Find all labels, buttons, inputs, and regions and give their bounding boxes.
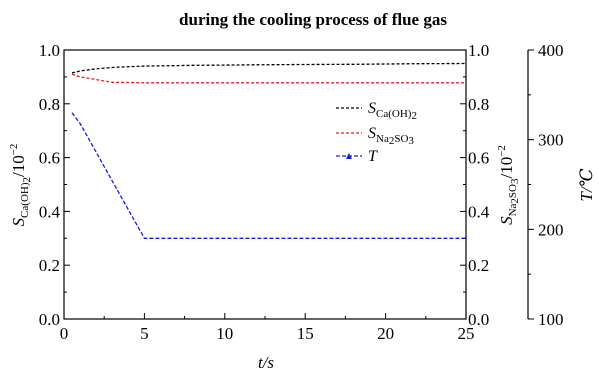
outer-right-y-axis-label: T/℃ [577, 168, 596, 201]
inner-right-y-label-tail: /10 [497, 157, 516, 179]
inner-right-y-label-sub2: 2 [509, 198, 521, 204]
outer-right-y-tick-label: 400 [538, 41, 564, 60]
inner-right-y-label-sub4: 3 [509, 178, 521, 184]
inner-right-y-label-sub: Na [507, 203, 519, 216]
x-tick-label: 25 [458, 324, 475, 343]
left-y-label-tail: /10 [9, 155, 28, 177]
legend-s-na2so3-subsub2: 3 [408, 135, 414, 147]
inner-right-y-label-sup: −2 [496, 145, 508, 157]
outer-right-y-tick-label: 300 [538, 131, 564, 150]
plot-frame [63, 49, 467, 320]
left-y-tick-label: 0.6 [39, 149, 60, 168]
left-y-label-sub: Ca(OH) [19, 182, 31, 218]
inner-right-y-tick-label: 0.0 [468, 310, 489, 329]
legend-s-caoh2-main: S [368, 100, 376, 117]
legend-s-caoh2-sub: Ca(OH) [376, 108, 412, 120]
left-y-tick-label: 0.2 [39, 256, 60, 275]
legend-label-t: T [368, 148, 378, 165]
ticks-layer: 0 5 10 15 20 250.00.20.40.60.81.00.00.20.40.6… [39, 41, 564, 343]
legend-label-s-na2so3: SNa2SO3 [368, 125, 414, 147]
left-y-label-main: S [9, 217, 28, 226]
x-tick-label: 5 [140, 324, 149, 343]
series-line-0 [71, 62, 467, 74]
legend-s-caoh2-subsub: 2 [411, 110, 417, 122]
x-axis-label: t/s [258, 353, 274, 372]
inner-right-y-tick-label: 0.6 [468, 149, 489, 168]
left-y-tick-label: 0.8 [39, 95, 60, 114]
legend: SCa(OH)2 SNa2SO3 T [336, 100, 417, 165]
x-tick-label: 10 [216, 324, 233, 343]
inner-right-y-tick-label: 0.2 [468, 256, 489, 275]
chart-title: during the cooling process of flue gas [179, 10, 447, 29]
legend-s-na2so3-main: S [368, 125, 376, 142]
left-y-axis-label: SCa(OH)2/10−2 [8, 144, 33, 227]
legend-s-na2so3-sub2: SO [394, 133, 408, 145]
left-y-tick-label: 0.0 [39, 310, 60, 329]
series-line-1 [71, 73, 466, 84]
left-y-tick-label: 0.4 [39, 202, 61, 221]
inner-right-y-tick-label: 1.0 [468, 41, 489, 60]
x-tick-label: 0 [60, 324, 69, 343]
legend-s-na2so3-sub: Na [376, 133, 389, 145]
outer-right-y-tick-label: 200 [538, 220, 564, 239]
legend-label-s-caoh2: SCa(OH)2 [368, 100, 417, 122]
x-tick-label: 20 [377, 324, 394, 343]
left-y-label-subsub: 2 [21, 177, 33, 183]
x-tick-label: 15 [297, 324, 314, 343]
legend-marker-t [346, 153, 352, 159]
inner-right-y-tick-label: 0.4 [468, 202, 490, 221]
inner-right-y-label-main: S [497, 216, 516, 225]
outer-right-y-tick-label: 100 [538, 310, 564, 329]
left-y-label-sup: −2 [8, 144, 20, 156]
left-y-tick-label: 1.0 [39, 41, 60, 60]
legend-s-na2so3-subsub: 2 [389, 135, 395, 147]
inner-right-y-tick-label: 0.8 [468, 95, 489, 114]
series-line-2 [71, 112, 466, 239]
inner-right-y-axis-label: SNa2SO3/10−2 [496, 145, 521, 225]
series-layer [71, 62, 467, 239]
inner-right-y-label-sub3: SO [507, 184, 519, 198]
